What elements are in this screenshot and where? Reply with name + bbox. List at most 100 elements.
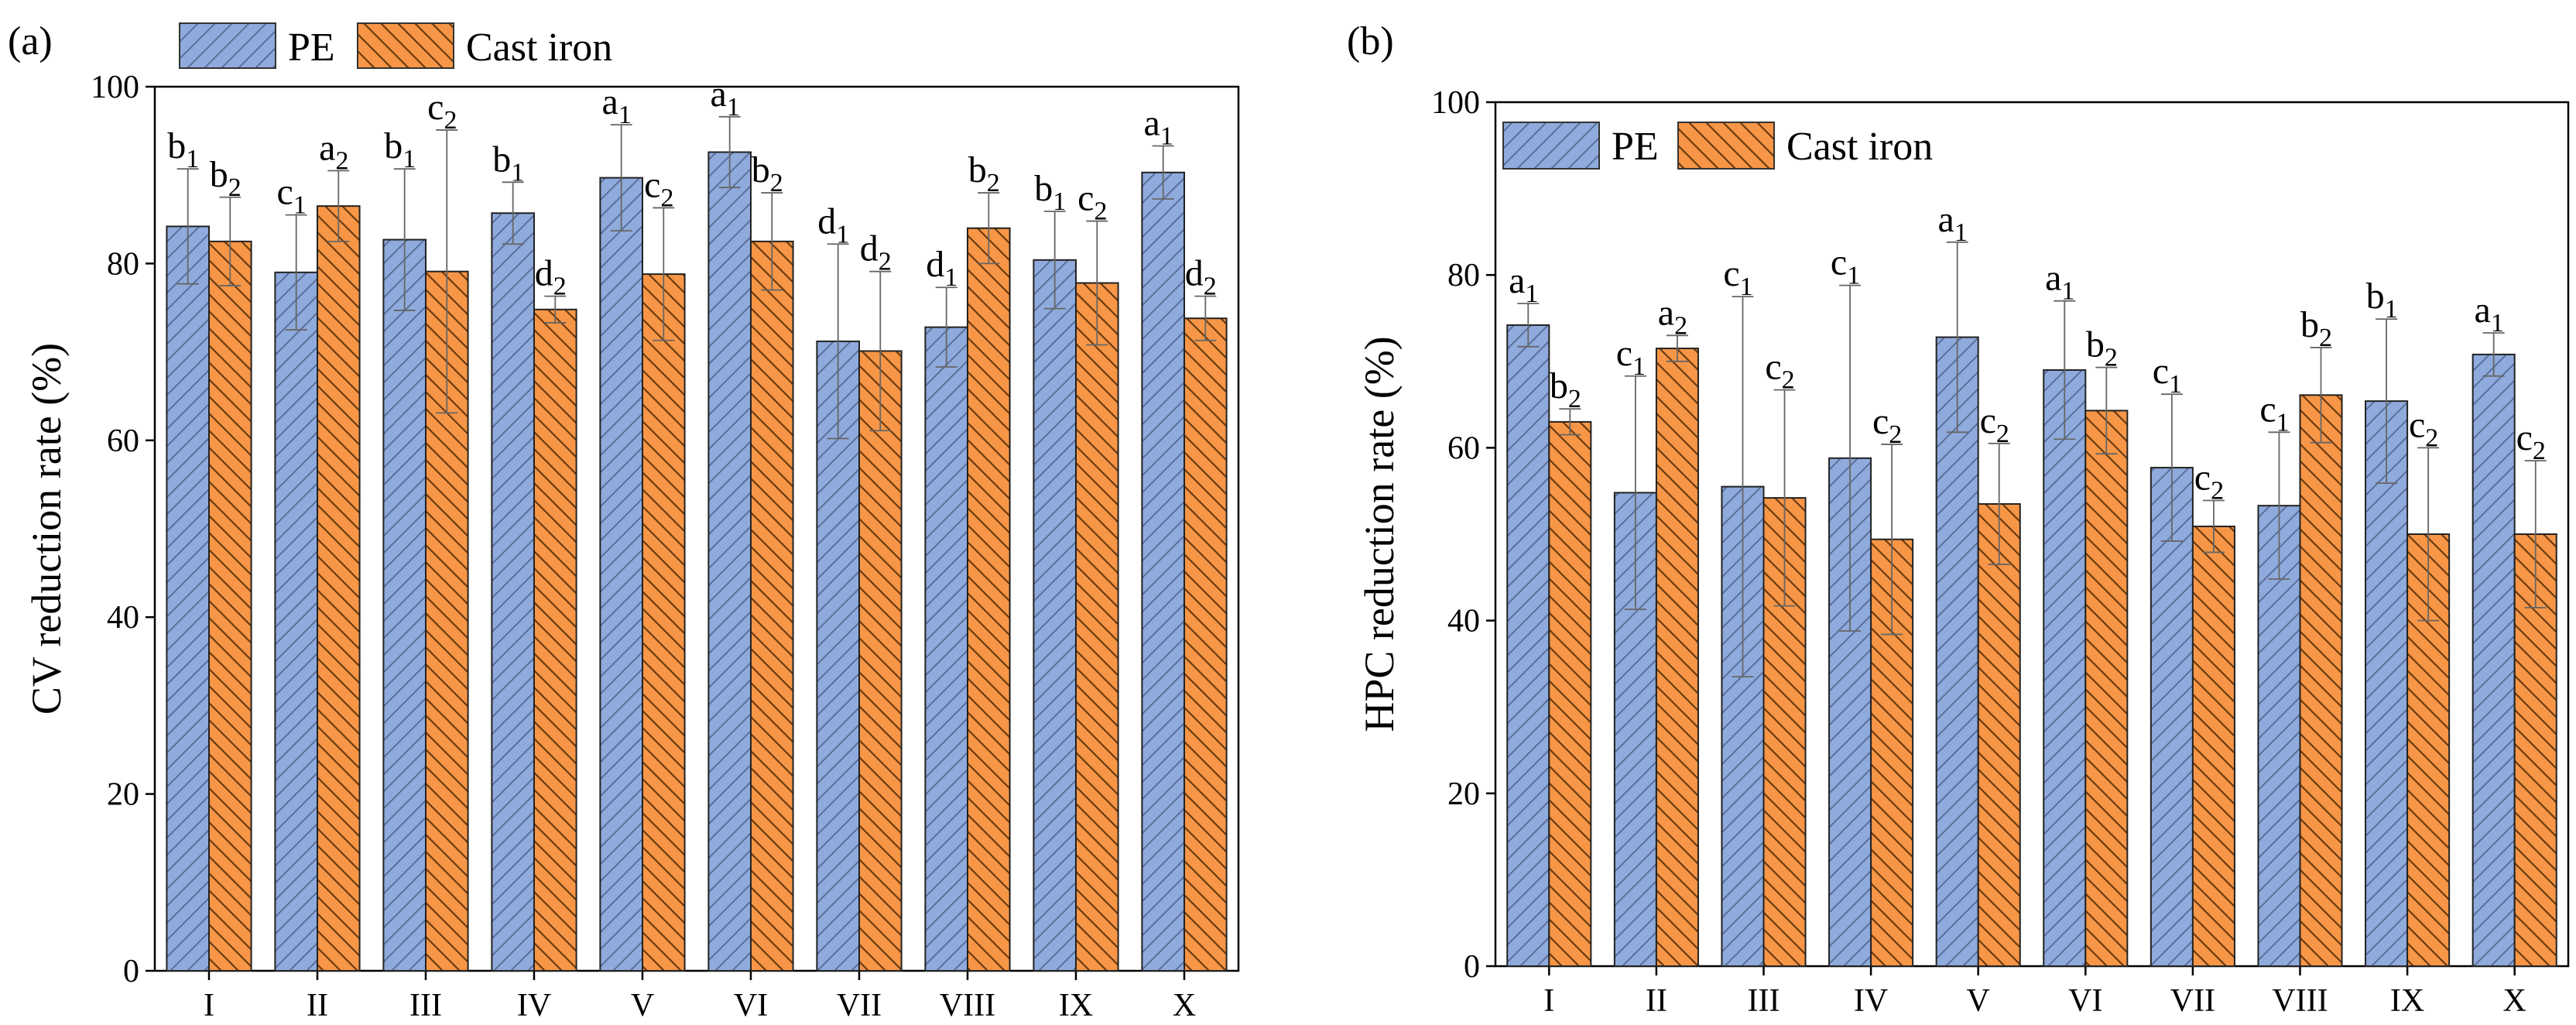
bar-castiron-b [2084,410,2129,967]
significance-label: b1 [492,139,524,187]
significance-label: b1 [167,125,199,173]
significance-label: c2 [1980,400,2009,448]
bar-castiron-b [2406,533,2451,967]
legend-a: PE Cast iron [179,22,612,70]
bar-pe-a [1141,171,1186,972]
significance-label: c2 [427,87,457,135]
significance-label: d1 [926,244,957,292]
significance-label: b2 [752,149,783,197]
significance-label: c2 [2516,417,2546,465]
significance-label: c2 [1765,347,1794,395]
legend-swatch-pe-a [179,22,276,69]
significance-label: c1 [2153,351,2182,399]
bar-pe-b [2150,467,2194,967]
significance-label: a1 [1144,103,1173,151]
y-tick-label: 20 [1447,776,1480,812]
bar-castiron-a [967,227,1011,972]
significance-label: a1 [602,81,632,129]
x-tick-label: II [307,988,328,1023]
x-tick-label: III [409,988,442,1023]
panel-label-a: (a) [8,19,53,63]
x-tick-label: V [1967,983,1990,1019]
bar-castiron-a [533,308,577,972]
y-axis-title-b: HPC reduction rate (%) [1356,336,1403,732]
legend-swatch-castiron-b [1677,122,1775,170]
bar-pe-a [924,326,969,972]
y-tick-label: 0 [1464,949,1480,985]
x-tick-label: X [1173,988,1196,1023]
x-tick-label: VIII [940,988,995,1023]
x-tick-label: IX [2390,983,2424,1019]
bar-castiron-a [858,350,903,972]
bar-pe-b [2257,505,2301,967]
significance-label: a1 [2475,290,2504,338]
bar-castiron-b [1977,502,2021,967]
y-axis-title-a: CV reduction rate (%) [23,343,70,715]
significance-label: b1 [2366,276,2398,324]
significance-label: a1 [1509,260,1538,308]
bar-pe-a [707,151,752,972]
significance-label: c2 [2409,404,2438,452]
x-tick-label: VII [837,988,882,1023]
y-tick-label: 80 [1447,258,1480,293]
significance-label: a1 [1938,199,1968,247]
bar-pe-a [599,177,644,972]
significance-label: b2 [2300,304,2332,352]
bar-pe-b [2365,400,2409,967]
significance-label: c1 [2259,389,2289,437]
significance-label: c1 [1831,242,1860,290]
bar-pe-b [2472,353,2516,967]
significance-label: d1 [817,201,849,249]
significance-label: c1 [1616,333,1646,381]
legend-b: PE Cast iron [1502,122,1933,170]
significance-label: d2 [535,253,567,301]
bar-pe-b [2043,369,2087,967]
significance-label: c1 [1723,253,1752,301]
significance-label: b2 [968,149,1000,197]
y-tick-label: 60 [107,423,139,459]
significance-label: b2 [210,154,242,202]
significance-label: b1 [384,125,416,173]
significance-label: c2 [1077,178,1107,226]
x-tick-label: VI [2068,983,2102,1019]
panel-label-b: (b) [1347,19,1394,63]
significance-label: d2 [1185,253,1217,301]
x-tick-label: IX [1059,988,1093,1023]
x-tick-label: IV [517,988,551,1023]
x-tick-label: IV [1854,983,1888,1019]
y-tick-label: 40 [1447,604,1480,639]
bar-castiron-b [1548,420,1592,967]
legend-swatch-pe-b [1502,122,1600,170]
legend-label-castiron-a: Cast iron [466,26,612,70]
bar-castiron-a [208,240,252,972]
y-tick-label: 80 [107,246,139,282]
y-tick-label: 40 [107,600,139,636]
significance-label: b2 [2086,324,2118,372]
x-tick-label: VIII [2272,983,2328,1019]
x-tick-label: V [631,988,654,1023]
y-tick-label: 100 [1431,85,1480,121]
bar-castiron-a [642,273,686,972]
significance-label: c2 [644,164,673,212]
plot-frame-b [1494,101,2570,968]
significance-label: a1 [2045,258,2074,306]
significance-label: a1 [711,74,740,122]
significance-label: b1 [1034,168,1066,216]
significance-label: c2 [1872,401,1902,449]
significance-label: d2 [860,228,892,276]
legend-label-castiron-b: Cast iron [1786,125,1933,169]
bar-pe-b [1506,324,1550,968]
y-tick-label: 100 [91,70,139,105]
significance-label: b2 [1550,365,1581,413]
bar-castiron-b [2191,525,2235,967]
legend-label-pe-b: PE [1612,125,1659,169]
x-tick-label: II [1646,983,1667,1019]
significance-label: c2 [2194,457,2224,505]
bar-pe-a [491,212,536,972]
bar-castiron-b [2299,394,2343,968]
y-tick-label: 0 [123,954,139,989]
legend-swatch-castiron-a [357,22,454,69]
bar-castiron-a [1075,282,1119,972]
x-tick-label: III [1748,983,1780,1019]
